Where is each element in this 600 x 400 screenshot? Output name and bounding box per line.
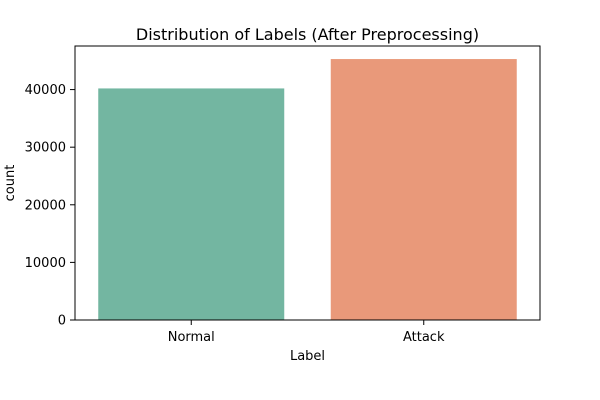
x-axis-label: Label — [290, 349, 325, 364]
y-tick-label: 30000 — [25, 141, 66, 156]
bars-layer — [98, 59, 517, 321]
bar-normal — [98, 88, 285, 321]
x-tick-label-normal: Normal — [168, 330, 215, 345]
x-tick-label-attack: Attack — [403, 330, 445, 345]
x-axis-ticks: Normal Attack — [168, 320, 445, 345]
y-tick-label: 10000 — [25, 256, 66, 271]
chart-title: Distribution of Labels (After Preprocess… — [136, 25, 479, 44]
y-axis-label: count — [3, 165, 18, 202]
plot-frame — [74, 45, 541, 321]
y-axis-ticks: 0 10000 20000 30000 40000 — [25, 83, 75, 329]
y-tick-label: 0 — [58, 314, 66, 329]
bar-attack — [330, 59, 517, 321]
y-tick-label: 40000 — [25, 83, 66, 98]
y-tick-label: 20000 — [25, 198, 66, 213]
